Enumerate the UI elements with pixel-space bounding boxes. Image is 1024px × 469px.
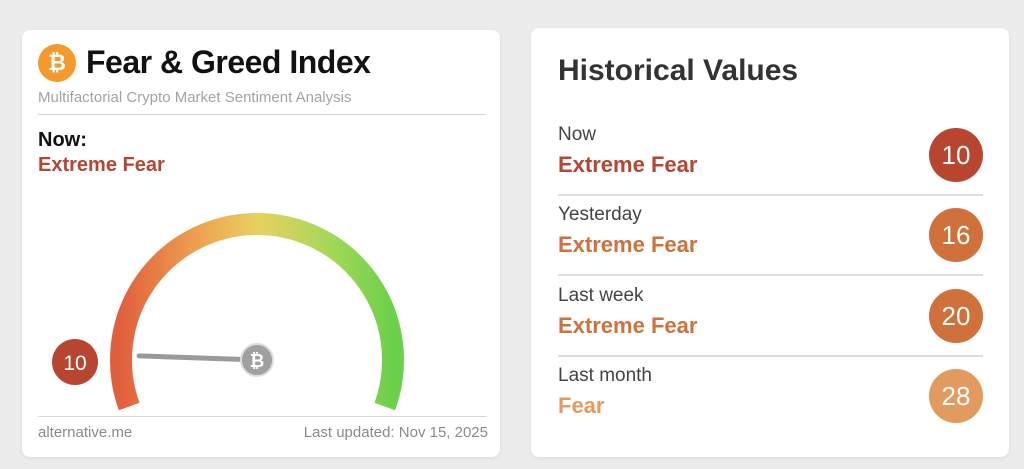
history-row-now: Now Extreme Fear 10	[558, 124, 983, 204]
fear-greed-card: ₿ Fear & Greed Index Multifactorial Cryp…	[22, 30, 500, 457]
divider	[558, 194, 983, 196]
row-value-badge: 28	[929, 369, 983, 423]
card-subtitle: Multifactorial Crypto Market Sentiment A…	[38, 89, 352, 106]
history-row-yesterday: Yesterday Extreme Fear 16	[558, 204, 983, 284]
gauge-needle	[136, 353, 260, 363]
svg-text:₿: ₿	[250, 351, 265, 371]
needle-pivot-bitcoin-icon	[240, 343, 274, 377]
history-row-last-month: Last month Fear 28	[558, 365, 983, 445]
row-classification: Extreme Fear	[558, 152, 698, 177]
value-badge	[52, 339, 98, 385]
now-label: Now:	[38, 129, 87, 151]
row-value-badge: 20	[929, 289, 983, 343]
source-link[interactable]: alternative.me	[38, 424, 133, 441]
now-classification: Extreme Fear	[38, 154, 165, 176]
row-classification: Extreme Fear	[558, 313, 698, 338]
row-label: Yesterday	[558, 204, 642, 225]
last-updated: Last updated: Nov 15, 2025	[303, 424, 488, 441]
historical-title: Historical Values	[558, 54, 799, 87]
row-label: Last week	[558, 285, 644, 306]
divider	[558, 274, 983, 276]
row-value-badge: 16	[929, 208, 983, 262]
divider	[558, 355, 983, 357]
historical-values-card: Historical Values Now Extreme Fear 10 Ye…	[531, 28, 1009, 457]
footer-divider	[38, 416, 486, 417]
gauge: ₿ 10	[52, 213, 404, 411]
bitcoin-icon: ₿	[38, 44, 76, 82]
row-classification: Extreme Fear	[558, 232, 698, 257]
gauge-arc	[110, 213, 404, 411]
row-classification: Fear	[558, 393, 605, 418]
row-label: Last month	[558, 365, 652, 386]
divider	[38, 114, 486, 115]
value-badge-text: 10	[63, 352, 86, 375]
card-title: Fear & Greed Index	[86, 44, 371, 80]
row-value-badge: 10	[929, 128, 983, 182]
history-row-last-week: Last week Extreme Fear 20	[558, 285, 983, 365]
row-label: Now	[558, 124, 597, 145]
